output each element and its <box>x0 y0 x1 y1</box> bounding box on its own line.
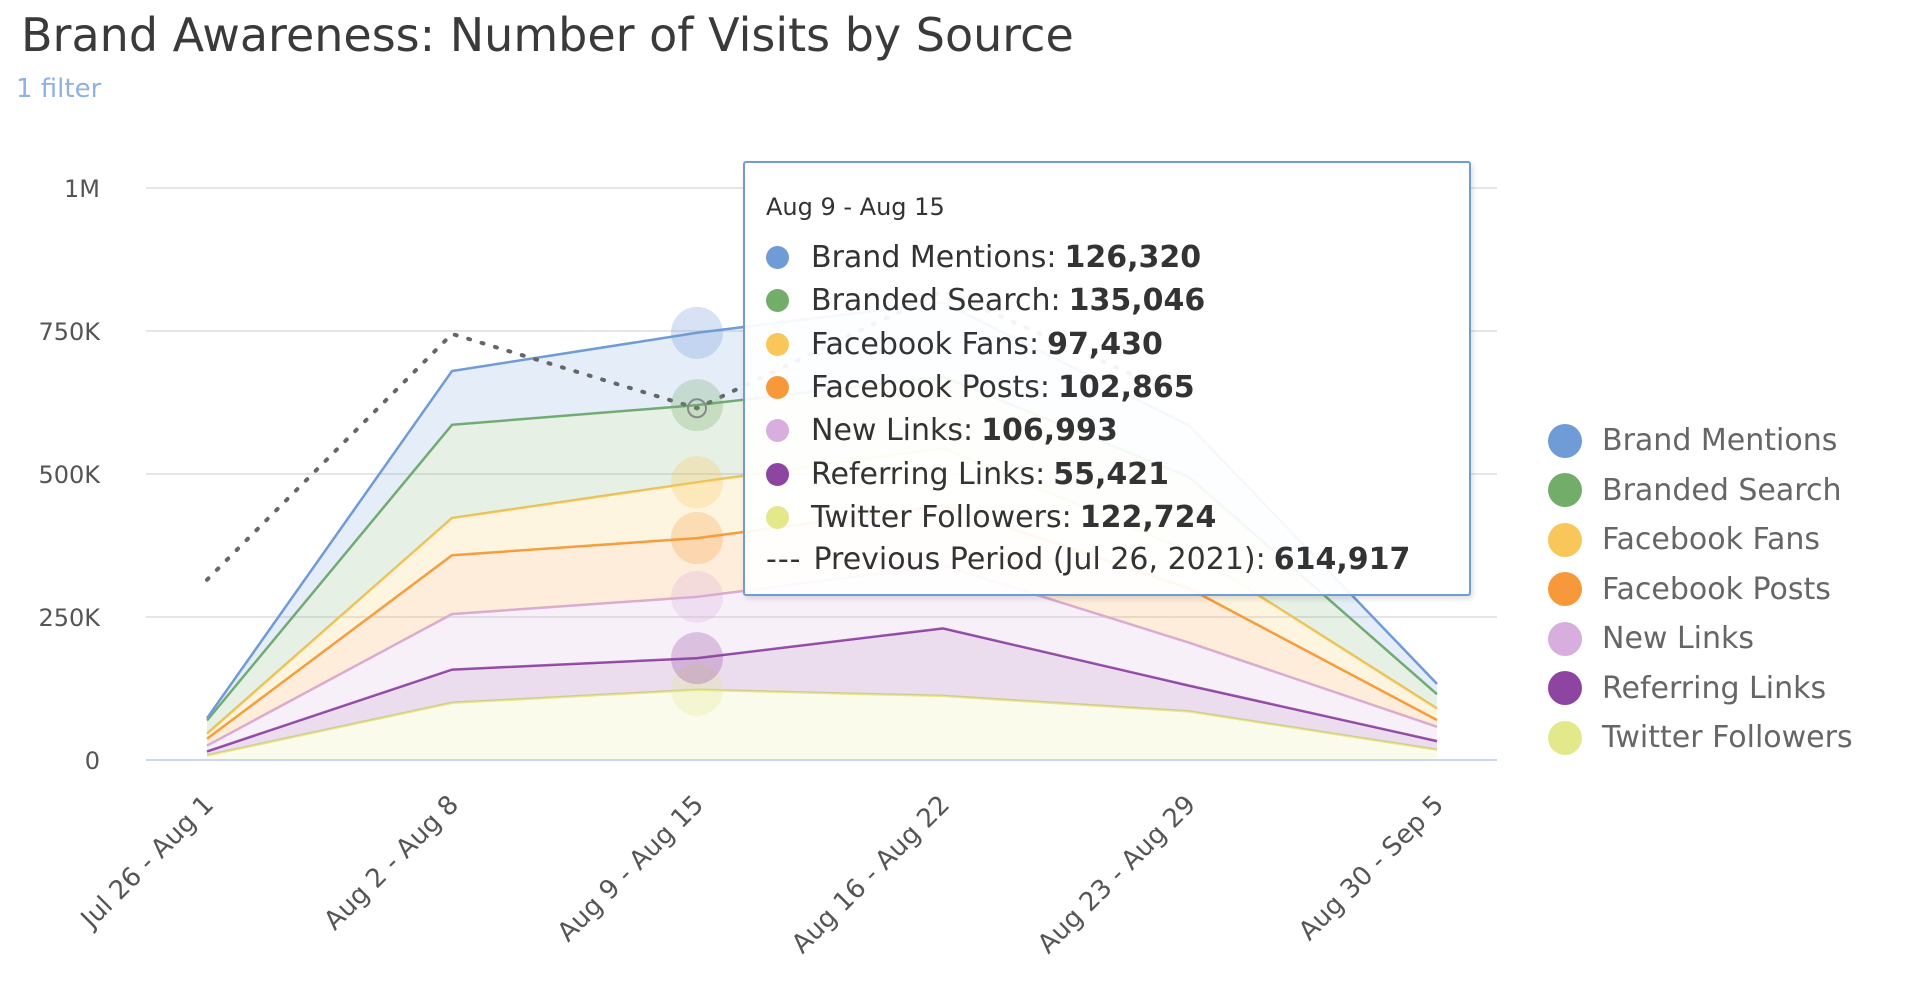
legend-swatch <box>1548 522 1582 557</box>
legend-swatch <box>1548 720 1582 755</box>
legend-label: Facebook Posts <box>1602 571 1831 607</box>
legend-item-facebook-posts[interactable]: Facebook Posts <box>1548 565 1853 615</box>
legend-item-facebook-fans[interactable]: Facebook Fans <box>1548 515 1853 565</box>
x-tick-label: Aug 2 - Aug 8 <box>319 790 465 936</box>
x-tick-label: Aug 23 - Aug 29 <box>1032 790 1202 960</box>
tooltip-value: 135,046 <box>1068 283 1206 319</box>
area-facebook-fans[interactable] <box>207 448 1437 739</box>
tooltip-rows: Brand Mentions: 126,320 Branded Search: 135… <box>766 236 1449 539</box>
chart-tooltip: Aug 9 - Aug 15 Brand Mentions: 126,320 Bra… <box>743 161 1471 596</box>
line-twitter-followers[interactable] <box>206 688 1438 757</box>
area-new-links[interactable] <box>207 565 1437 752</box>
hover-marker-referring-links <box>671 632 723 685</box>
tooltip-label: Twitter Followers: <box>811 499 1072 535</box>
tooltip-swatch <box>766 462 789 486</box>
hover-markers <box>671 306 723 716</box>
x-tick-label: Jul 26 - Aug 1 <box>74 790 220 936</box>
y-tick-label: 500K <box>38 461 101 489</box>
tooltip-previous-value: 614,917 <box>1273 541 1411 577</box>
legend-item-branded-search[interactable]: Branded Search <box>1548 466 1853 516</box>
tooltip-row-branded-search: Branded Search: 135,046 <box>766 279 1449 322</box>
x-tick-label: Aug 16 - Aug 22 <box>786 790 956 960</box>
y-tick-label: 1M <box>64 175 100 203</box>
filter-link[interactable]: 1 filter <box>16 74 102 104</box>
tooltip-swatch <box>766 505 789 529</box>
tooltip-value: 97,430 <box>1047 326 1163 362</box>
area-referring-links[interactable] <box>207 628 1437 756</box>
legend-item-new-links[interactable]: New Links <box>1548 614 1853 664</box>
legend-swatch <box>1548 473 1582 508</box>
tooltip-label: Referring Links: <box>811 456 1046 492</box>
tooltip-row-brand-mentions: Brand Mentions: 126,320 <box>766 236 1449 279</box>
x-tick-label: Aug 9 - Aug 15 <box>552 790 710 948</box>
tooltip-label: Facebook Fans: <box>811 326 1040 362</box>
tooltip-previous-label: Previous Period (Jul 26, 2021): <box>813 541 1266 577</box>
tooltip-label: Brand Mentions: <box>811 240 1057 276</box>
y-axis-ticks: 0 250K 500K 750K 1M <box>38 175 101 775</box>
legend-swatch <box>1548 621 1582 656</box>
tooltip-value: 122,724 <box>1079 499 1217 535</box>
area-twitter-followers[interactable] <box>207 689 1437 760</box>
legend-swatch <box>1548 423 1582 458</box>
tooltip-swatch <box>766 246 789 270</box>
tooltip-label: New Links: <box>811 413 974 449</box>
tooltip-row-facebook-fans: Facebook Fans: 97,430 <box>766 323 1449 366</box>
tooltip-value: 102,865 <box>1058 370 1195 406</box>
legend-item-brand-mentions[interactable]: Brand Mentions <box>1548 416 1853 466</box>
x-axis-ticks: Jul 26 - Aug 1 Aug 2 - Aug 8 Aug 9 - Aug 1… <box>74 790 1450 960</box>
legend-label: Referring Links <box>1602 670 1827 706</box>
legend-item-twitter-followers[interactable]: Twitter Followers <box>1548 713 1853 763</box>
legend-label: New Links <box>1602 621 1755 657</box>
tooltip-row-new-links: New Links: 106,993 <box>766 409 1449 452</box>
hover-marker-facebook-fans <box>671 456 723 509</box>
tooltip-swatch <box>766 332 789 356</box>
legend-swatch <box>1548 572 1582 607</box>
tooltip-value: 106,993 <box>981 413 1118 449</box>
hover-marker-brand-mentions <box>671 306 723 359</box>
tooltip-value: 126,320 <box>1064 240 1202 276</box>
tooltip-row-twitter-followers: Twitter Followers: 122,724 <box>766 496 1449 539</box>
tooltip-swatch <box>766 419 789 443</box>
tooltip-row-referring-links: Referring Links: 55,421 <box>766 452 1449 495</box>
legend-label: Brand Mentions <box>1602 423 1838 459</box>
hover-marker-branded-search <box>671 379 723 432</box>
tooltip-swatch <box>766 289 789 313</box>
dashed-line-marker: --- <box>766 541 802 577</box>
tooltip-label: Facebook Posts: <box>811 370 1051 406</box>
tooltip-date: Aug 9 - Aug 15 <box>766 193 945 221</box>
tooltip-label: Branded Search: <box>811 283 1061 319</box>
tooltip-previous-period: --- Previous Period (Jul 26, 2021): 614,… <box>766 539 1449 579</box>
hover-marker-facebook-posts <box>671 512 723 565</box>
y-tick-label: 250K <box>38 604 101 632</box>
legend-label: Branded Search <box>1602 472 1842 508</box>
hover-marker-previous-period <box>687 398 707 419</box>
legend-swatch <box>1548 671 1582 706</box>
y-tick-label: 750K <box>38 318 101 346</box>
area-facebook-posts[interactable] <box>207 505 1437 746</box>
hover-marker-twitter-followers <box>671 663 723 716</box>
y-tick-label: 0 <box>85 747 100 775</box>
tooltip-swatch <box>766 376 789 400</box>
legend-item-referring-links[interactable]: Referring Links <box>1548 664 1853 714</box>
chart-title: Brand Awareness: Number of Visits by Sou… <box>21 8 1074 62</box>
chart-legend: Brand Mentions Branded Search Facebook Fan… <box>1548 416 1853 763</box>
legend-label: Twitter Followers <box>1602 720 1853 756</box>
tooltip-value: 55,421 <box>1053 456 1169 492</box>
line-referring-links[interactable] <box>206 627 1438 753</box>
legend-label: Facebook Fans <box>1602 522 1821 558</box>
x-tick-label: Aug 30 - Sep 5 <box>1293 790 1450 947</box>
tooltip-row-facebook-posts: Facebook Posts: 102,865 <box>766 366 1449 409</box>
hover-marker-new-links <box>671 570 723 623</box>
